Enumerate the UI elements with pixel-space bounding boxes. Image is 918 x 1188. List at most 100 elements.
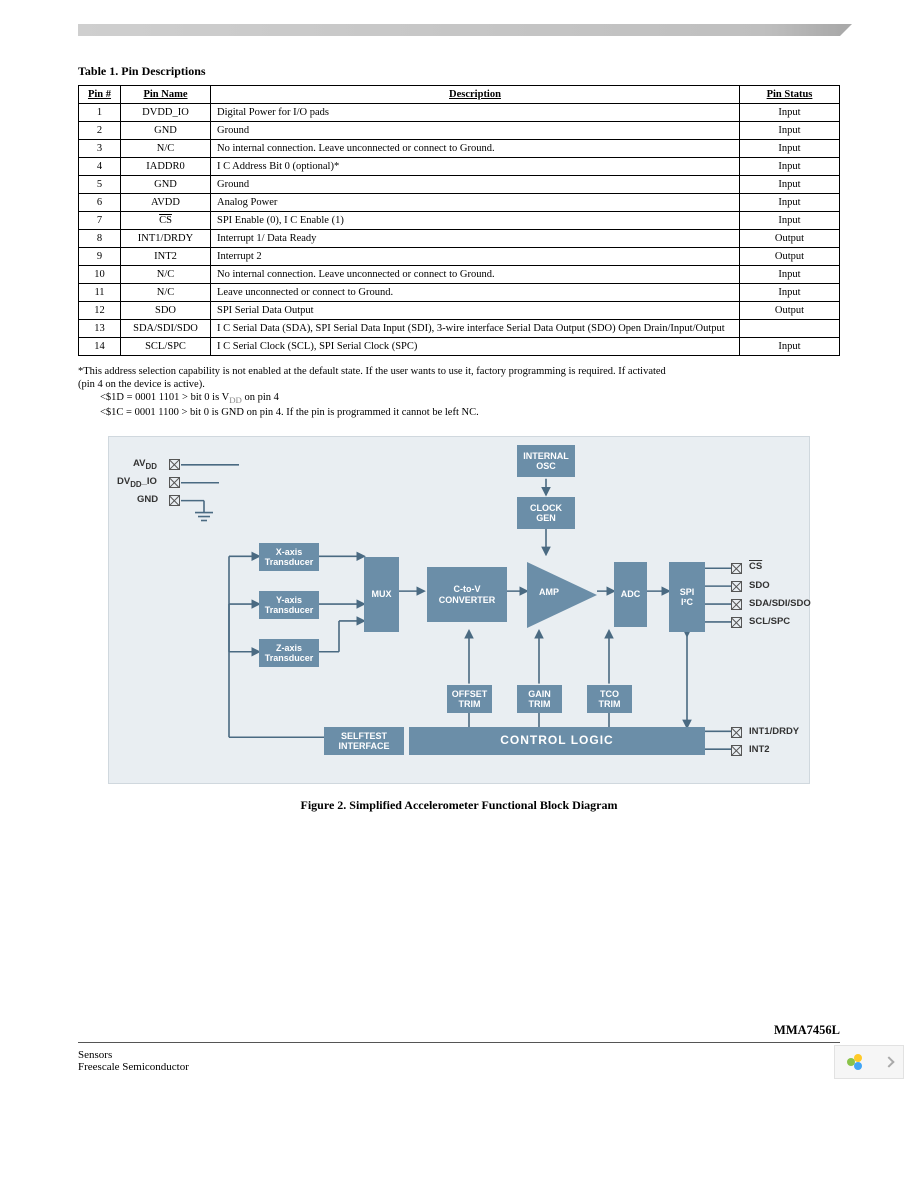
cell-pin-status: Input xyxy=(740,266,840,284)
cell-description: Leave unconnected or connect to Ground. xyxy=(211,284,740,302)
footnote-line-4: <$1C = 0001 1100 > bit 0 is GND on pin 4… xyxy=(100,407,840,418)
block-control-logic: CONTROL LOGIC xyxy=(409,727,705,755)
table-row: 13SDA/SDI/SDOI C Serial Data (SDA), SPI … xyxy=(79,320,840,338)
table-caption: Table 1. Pin Descriptions xyxy=(78,64,840,79)
table-row: 3N/CNo internal connection. Leave unconn… xyxy=(79,140,840,158)
cell-pin-status: Input xyxy=(740,176,840,194)
cell-pin-number: 9 xyxy=(79,248,121,266)
page-footer: MMA7456L Sensors Freescale Semiconductor xyxy=(0,1023,918,1073)
pin-cs xyxy=(731,563,742,574)
pin-avdd xyxy=(169,459,180,470)
block-mux: MUX xyxy=(364,557,399,632)
footer-line-2: Freescale Semiconductor xyxy=(78,1061,840,1073)
cell-description: I C Address Bit 0 (optional)* xyxy=(211,158,740,176)
table-row: 8INT1/DRDYInterrupt 1/ Data ReadyOutput xyxy=(79,230,840,248)
footnote-3c: on pin 4 xyxy=(242,392,279,403)
footnote-line-2: (pin 4 on the device is active). xyxy=(78,379,840,390)
footer-line-1: Sensors xyxy=(78,1049,840,1061)
table-row: 6AVDDAnalog PowerInput xyxy=(79,194,840,212)
page: Table 1. Pin Descriptions Pin # Pin Name… xyxy=(0,24,918,1093)
cell-pin-status: Output xyxy=(740,248,840,266)
content-area: Table 1. Pin Descriptions Pin # Pin Name… xyxy=(78,64,840,813)
pin-gnd xyxy=(169,495,180,506)
cell-pin-name: SDO xyxy=(121,302,211,320)
cell-description: No internal connection. Leave unconnecte… xyxy=(211,140,740,158)
label-gnd: GND xyxy=(137,494,158,505)
cell-pin-name: GND xyxy=(121,122,211,140)
block-internal-osc: INTERNAL OSC xyxy=(517,445,575,477)
footnote-line-3: <$1D = 0001 1101 > bit 0 is VDD on pin 4 xyxy=(100,392,840,405)
table-row: 11N/CLeave unconnected or connect to Gro… xyxy=(79,284,840,302)
table-row: 9INT2Interrupt 2Output xyxy=(79,248,840,266)
table-row: 12SDOSPI Serial Data OutputOutput xyxy=(79,302,840,320)
cell-pin-number: 3 xyxy=(79,140,121,158)
cell-description: Ground xyxy=(211,122,740,140)
cell-pin-name: GND xyxy=(121,176,211,194)
cell-pin-name: AVDD xyxy=(121,194,211,212)
pin-int2 xyxy=(731,745,742,756)
pager-widget[interactable] xyxy=(834,1045,904,1079)
col-pin-number: Pin # xyxy=(79,86,121,104)
col-description: Description xyxy=(211,86,740,104)
label-scl: SCL/SPC xyxy=(749,616,790,627)
table-row: 10N/CNo internal connection. Leave uncon… xyxy=(79,266,840,284)
label-sdo: SDO xyxy=(749,580,770,591)
block-tco-trim: TCO TRIM xyxy=(587,685,632,713)
block-adc: ADC xyxy=(614,562,647,627)
header-rule xyxy=(78,24,840,36)
pin-sda xyxy=(731,599,742,610)
pin-scl xyxy=(731,617,742,628)
cell-pin-name: INT2 xyxy=(121,248,211,266)
table-header-row: Pin # Pin Name Description Pin Status xyxy=(79,86,840,104)
block-c-to-v: C-to-V CONVERTER xyxy=(427,567,507,622)
label-avdd: AVDD xyxy=(133,458,157,471)
label-dvdd-io: DVDD_IO xyxy=(117,476,157,489)
cell-description: Interrupt 2 xyxy=(211,248,740,266)
cell-description: No internal connection. Leave unconnecte… xyxy=(211,266,740,284)
logo-icon xyxy=(845,1052,865,1072)
block-gain-trim: GAIN TRIM xyxy=(517,685,562,713)
cell-pin-number: 10 xyxy=(79,266,121,284)
label-cs: CS xyxy=(749,561,762,572)
block-diagram: AVDD DVDD_IO GND INTERNAL OSC CLOCK GEN … xyxy=(108,436,810,784)
block-selftest: SELFTEST INTERFACE xyxy=(324,727,404,755)
footer-product: MMA7456L xyxy=(78,1023,840,1038)
cell-pin-status: Output xyxy=(740,302,840,320)
cell-description: Interrupt 1/ Data Ready xyxy=(211,230,740,248)
block-y-transducer: Y-axis Transducer xyxy=(259,591,319,619)
footer-rule xyxy=(78,1042,840,1043)
cell-pin-number: 4 xyxy=(79,158,121,176)
cell-pin-name: N/C xyxy=(121,284,211,302)
cell-pin-status: Input xyxy=(740,212,840,230)
cell-pin-name: N/C xyxy=(121,140,211,158)
cell-description: I C Serial Data (SDA), SPI Serial Data I… xyxy=(211,320,740,338)
footnote-line-1: *This address selection capability is no… xyxy=(78,366,840,377)
spacer xyxy=(0,813,918,1053)
chevron-right-icon[interactable] xyxy=(883,1056,894,1067)
label-sda: SDA/SDI/SDO xyxy=(749,598,811,609)
block-amp: AMP xyxy=(539,587,559,597)
cell-pin-status: Input xyxy=(740,194,840,212)
cell-pin-name: DVDD_IO xyxy=(121,104,211,122)
cell-pin-status: Input xyxy=(740,122,840,140)
cell-pin-number: 1 xyxy=(79,104,121,122)
block-x-transducer: X-axis Transducer xyxy=(259,543,319,571)
cell-pin-name: CS xyxy=(121,212,211,230)
col-pin-status: Pin Status xyxy=(740,86,840,104)
pin-descriptions-table: Pin # Pin Name Description Pin Status 1D… xyxy=(78,85,840,356)
cell-pin-number: 13 xyxy=(79,320,121,338)
pin-int1 xyxy=(731,727,742,738)
block-amp-shape xyxy=(527,562,597,628)
cell-pin-number: 8 xyxy=(79,230,121,248)
cell-pin-number: 11 xyxy=(79,284,121,302)
cell-pin-number: 5 xyxy=(79,176,121,194)
block-z-transducer: Z-axis Transducer xyxy=(259,639,319,667)
cell-pin-status: Input xyxy=(740,284,840,302)
cell-description: SPI Serial Data Output xyxy=(211,302,740,320)
table-row: 2GNDGroundInput xyxy=(79,122,840,140)
cell-description: Ground xyxy=(211,176,740,194)
cell-description: Analog Power xyxy=(211,194,740,212)
label-int1: INT1/DRDY xyxy=(749,726,799,737)
footnote-3a: <$1D = 0001 1101 > bit 0 is V xyxy=(100,392,229,403)
cell-pin-status xyxy=(740,320,840,338)
